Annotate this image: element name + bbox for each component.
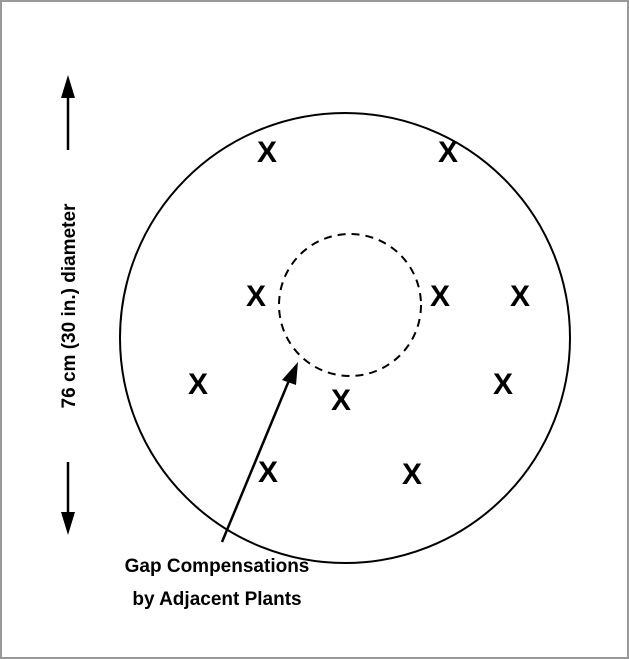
plant-mark: X bbox=[246, 280, 266, 313]
plant-mark: X bbox=[510, 280, 530, 313]
plant-mark: X bbox=[188, 368, 208, 401]
plant-mark: X bbox=[430, 280, 450, 313]
plot-circle bbox=[119, 112, 571, 564]
plant-mark: X bbox=[331, 384, 351, 417]
arrow-head bbox=[61, 512, 75, 535]
plant-mark: X bbox=[438, 136, 458, 169]
annotation-arrow bbox=[220, 377, 292, 543]
arrow-head bbox=[61, 75, 75, 98]
annotation-line: Gap Compensations bbox=[125, 556, 310, 577]
plant-mark: X bbox=[402, 458, 422, 491]
plants: X X X X X X X X X X bbox=[188, 136, 530, 491]
plant-mark: X bbox=[258, 456, 278, 489]
plant-mark: X bbox=[493, 368, 513, 401]
annotation-line: by Adjacent Plants bbox=[132, 589, 301, 610]
plant-mark: X bbox=[257, 136, 277, 169]
arrow-head bbox=[282, 362, 298, 385]
gap-circle bbox=[278, 233, 422, 377]
dimension-label: 76 cm (30 in.) diameter bbox=[59, 203, 80, 408]
